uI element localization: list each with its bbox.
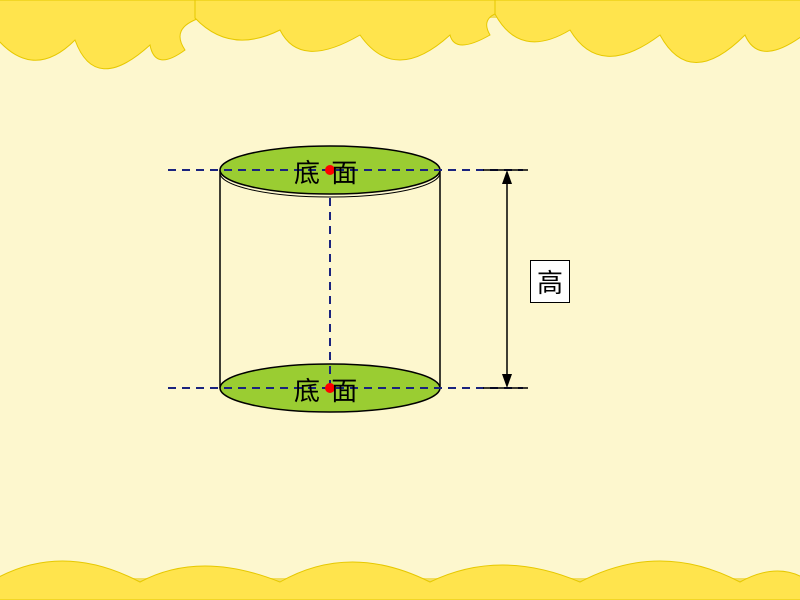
bottom-band xyxy=(0,540,800,600)
top-face-label: 底 面 xyxy=(294,153,359,190)
cylinder-diagram xyxy=(0,0,800,600)
bottom-face-label: 底 面 xyxy=(294,371,359,408)
height-label: 高 xyxy=(530,260,570,303)
height-arrow-up xyxy=(502,170,512,184)
height-arrow-down xyxy=(502,374,512,388)
